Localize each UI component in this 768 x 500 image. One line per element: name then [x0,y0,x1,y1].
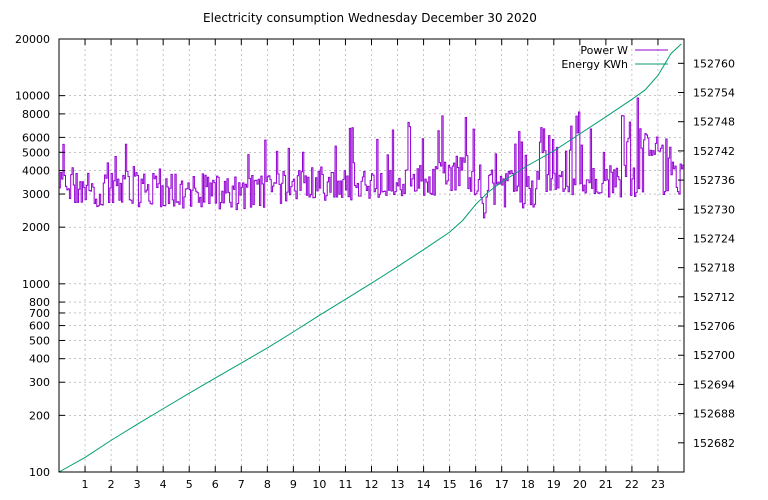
y-right-tick-label: 152700 [693,349,735,362]
y-right-tick-label: 152682 [693,437,735,450]
y-right-tick-label: 152694 [693,378,735,391]
x-tick-label: 20 [573,478,587,491]
y-left-tick-label: 600 [29,320,50,333]
y-right-tick-label: 152736 [693,174,735,187]
y-right-tick-label: 152748 [693,116,735,129]
legend-label-energy: Energy KWh [561,58,628,71]
y-right-tick-label: 152724 [693,232,735,245]
grid [59,39,684,472]
y-left-tick-label: 10000 [15,90,50,103]
x-tick-label: 19 [547,478,561,491]
y-left-tick-label: 4000 [22,165,50,178]
axis-tick-labels: 1 2 3 4 5 6 7 8 9 10 11 12 13 14 15 16 17 18 19 20 21 22 23100… [15,33,735,491]
y-right-tick-label: 152712 [693,291,735,304]
y-right-tick-label: 152754 [693,87,735,100]
y-right-tick-label: 152706 [693,320,735,333]
x-tick-label: 1 [82,478,89,491]
y-right-tick-label: 152718 [693,262,735,275]
legend: Power W Energy KWh [561,44,668,71]
x-tick-label: 14 [417,478,431,491]
y-right-tick-label: 152730 [693,203,735,216]
legend-label-power: Power W [580,44,628,57]
y-left-tick-label: 3000 [22,188,50,201]
x-tick-label: 11 [338,478,352,491]
x-tick-label: 21 [599,478,613,491]
y-left-tick-label: 5000 [22,146,50,159]
x-tick-label: 16 [469,478,483,491]
x-tick-label: 2 [108,478,115,491]
x-tick-label: 18 [521,478,535,491]
y-right-tick-label: 152742 [693,145,735,158]
y-right-tick-label: 152760 [693,57,735,70]
chart-title: Electricity consumption Wednesday Decemb… [203,11,537,25]
x-tick-label: 15 [443,478,457,491]
x-tick-label: 4 [160,478,167,491]
y-left-tick-label: 400 [29,353,50,366]
x-tick-label: 13 [391,478,405,491]
y-right-tick-label: 152688 [693,408,735,421]
x-tick-label: 12 [365,478,379,491]
x-tick-label: 6 [212,478,219,491]
y-left-tick-label: 500 [29,334,50,347]
x-tick-label: 9 [290,478,297,491]
series-power-line [59,97,684,219]
x-tick-label: 22 [625,478,639,491]
x-tick-label: 7 [238,478,245,491]
y-left-tick-label: 2000 [22,221,50,234]
series-energy-line [58,43,682,473]
y-left-tick-label: 20000 [15,33,50,46]
y-left-tick-label: 1000 [22,278,50,291]
series-area [58,43,684,473]
x-tick-label: 23 [651,478,665,491]
y-left-tick-label: 6000 [22,131,50,144]
x-tick-label: 17 [495,478,509,491]
y-left-tick-label: 700 [29,307,50,320]
x-tick-label: 5 [186,478,193,491]
x-tick-label: 10 [312,478,326,491]
y-left-tick-label: 800 [29,296,50,309]
y-left-tick-label: 300 [29,376,50,389]
x-tick-label: 8 [264,478,271,491]
y-left-tick-label: 8000 [22,108,50,121]
axis-ticks [59,38,684,473]
y-left-tick-label: 200 [29,409,50,422]
y-left-tick-label: 100 [29,466,50,479]
x-tick-label: 3 [134,478,141,491]
